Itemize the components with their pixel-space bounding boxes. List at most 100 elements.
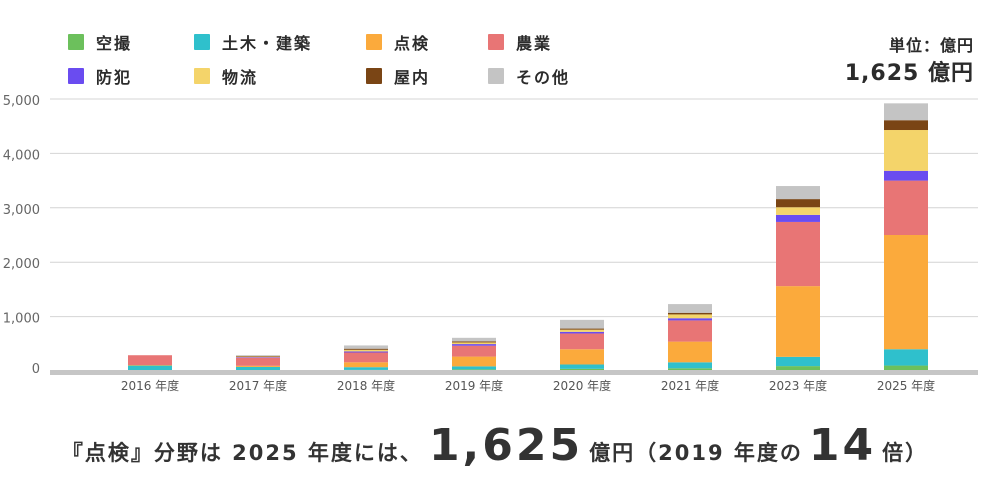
bar-segment [452,341,496,343]
bar-segment [344,351,388,353]
bar-segment [776,221,820,287]
bar-segment [884,103,928,121]
y-tick-label: 2,000 [3,257,40,272]
bar-segment [884,349,928,366]
bar-segment [776,366,820,371]
x-tick-label: 2020 年度 [553,378,611,393]
legend-swatch-civil [194,34,210,50]
bar-segment [128,355,172,366]
bar-segment [236,357,280,358]
legend-swatch-logistics [194,68,210,84]
bar-segment [236,356,280,358]
bar-segment [560,319,604,329]
bar-segment [776,199,820,208]
legend-label-agriculture: 農業 [516,34,553,53]
caption-part-3: 倍） [882,441,929,465]
bar-segment [344,367,388,370]
legend-item-other: その他 [488,64,570,88]
y-tick-label: 3,000 [3,203,40,218]
bar-segment [452,337,496,342]
bar-segment [452,356,496,367]
x-tick-label: 2018 年度 [337,378,395,393]
bar-segment [884,130,928,171]
unit-label: 単位：億円 [888,36,974,55]
bar-segment [560,328,604,330]
legend-swatch-agriculture [488,34,504,50]
legend-label-security: 防犯 [96,68,133,87]
legend-item-civil: 土木・建築 [194,30,312,54]
bar-segment [884,170,928,181]
bar-segment [236,365,280,367]
bar-segment [668,320,712,342]
bar-segment [344,348,388,350]
bar-segment [560,331,604,334]
caption: 『点検』分野は 2025 年度には、 1,625 億円（2019 年度の 14 … [10,420,980,480]
legend-label-civil: 土木・建築 [222,34,313,53]
legend-item-inspection: 点検 [366,30,430,54]
bar-segment [236,366,280,371]
bar-segment [452,342,496,345]
bar-segment [776,286,820,357]
bar-segment [560,333,604,350]
legend-swatch-aerial [68,34,84,50]
bar-segment [560,329,604,332]
bar-segment [884,365,928,371]
legend-swatch-inspection [366,34,382,50]
y-tick-label: 5,000 [3,94,40,109]
x-tick-label: 2021 年度 [661,378,719,393]
x-axis-baseline [50,370,978,375]
bar-segment [560,368,604,371]
y-tick-label: 0 [32,362,40,377]
bar-segment [776,356,820,367]
bar-segment [344,349,388,352]
x-tick-label: 2019 年度 [445,378,503,393]
legend-label-aerial: 空撮 [96,34,133,53]
bar-segment [776,214,820,222]
legend-item-aerial: 空撮 [68,30,132,54]
bar-segment [452,366,496,370]
legend-swatch-security [68,68,84,84]
legend-swatch-indoor [366,68,382,84]
bar-segment [344,362,388,368]
bar-segment [776,207,820,215]
bar-segment [884,235,928,350]
bar-segment [668,318,712,321]
legend-item-indoor: 屋内 [366,64,430,88]
bar-segment [236,355,280,357]
legend-label-logistics: 物流 [222,68,259,87]
bar-segment [452,344,496,346]
legend-label-inspection: 点検 [394,34,431,53]
bar-segment [668,341,712,363]
y-tick-label: 4,000 [3,148,40,163]
bar-segment [668,312,712,315]
caption-part-2: 億円（2019 年度の [589,441,803,465]
total-label: 1,625 億円 [844,61,974,86]
bar-segment [668,304,712,313]
bar-segment [884,180,928,235]
caption-multiple: 14 [808,420,877,471]
bar-segment [452,345,496,357]
bar-segment [668,362,712,369]
bar-segment [884,120,928,131]
x-tick-label: 2025 年度 [877,378,935,393]
legend-label-indoor: 屋内 [394,68,431,87]
legend-item-logistics: 物流 [194,64,258,88]
bar-segment [776,186,820,200]
legend-swatch-other [488,68,504,84]
x-tick-label: 2016 年度 [121,378,179,393]
caption-value: 1,625 [428,420,584,471]
x-tick-label: 2017 年度 [229,378,287,393]
bar-segment [128,365,172,366]
bar-segment [344,345,388,349]
bar-segment [128,365,172,371]
legend-item-agriculture: 農業 [488,30,552,54]
caption-part-1: 『点検』分野は 2025 年度には、 [61,441,423,465]
y-tick-label: 1,000 [3,312,40,327]
bar-segment [668,314,712,319]
bar-segment [668,368,712,371]
x-tick-label: 2023 年度 [769,378,827,393]
bar-segment [344,352,388,363]
bar-segment [236,356,280,357]
legend-label-other: その他 [516,68,571,87]
